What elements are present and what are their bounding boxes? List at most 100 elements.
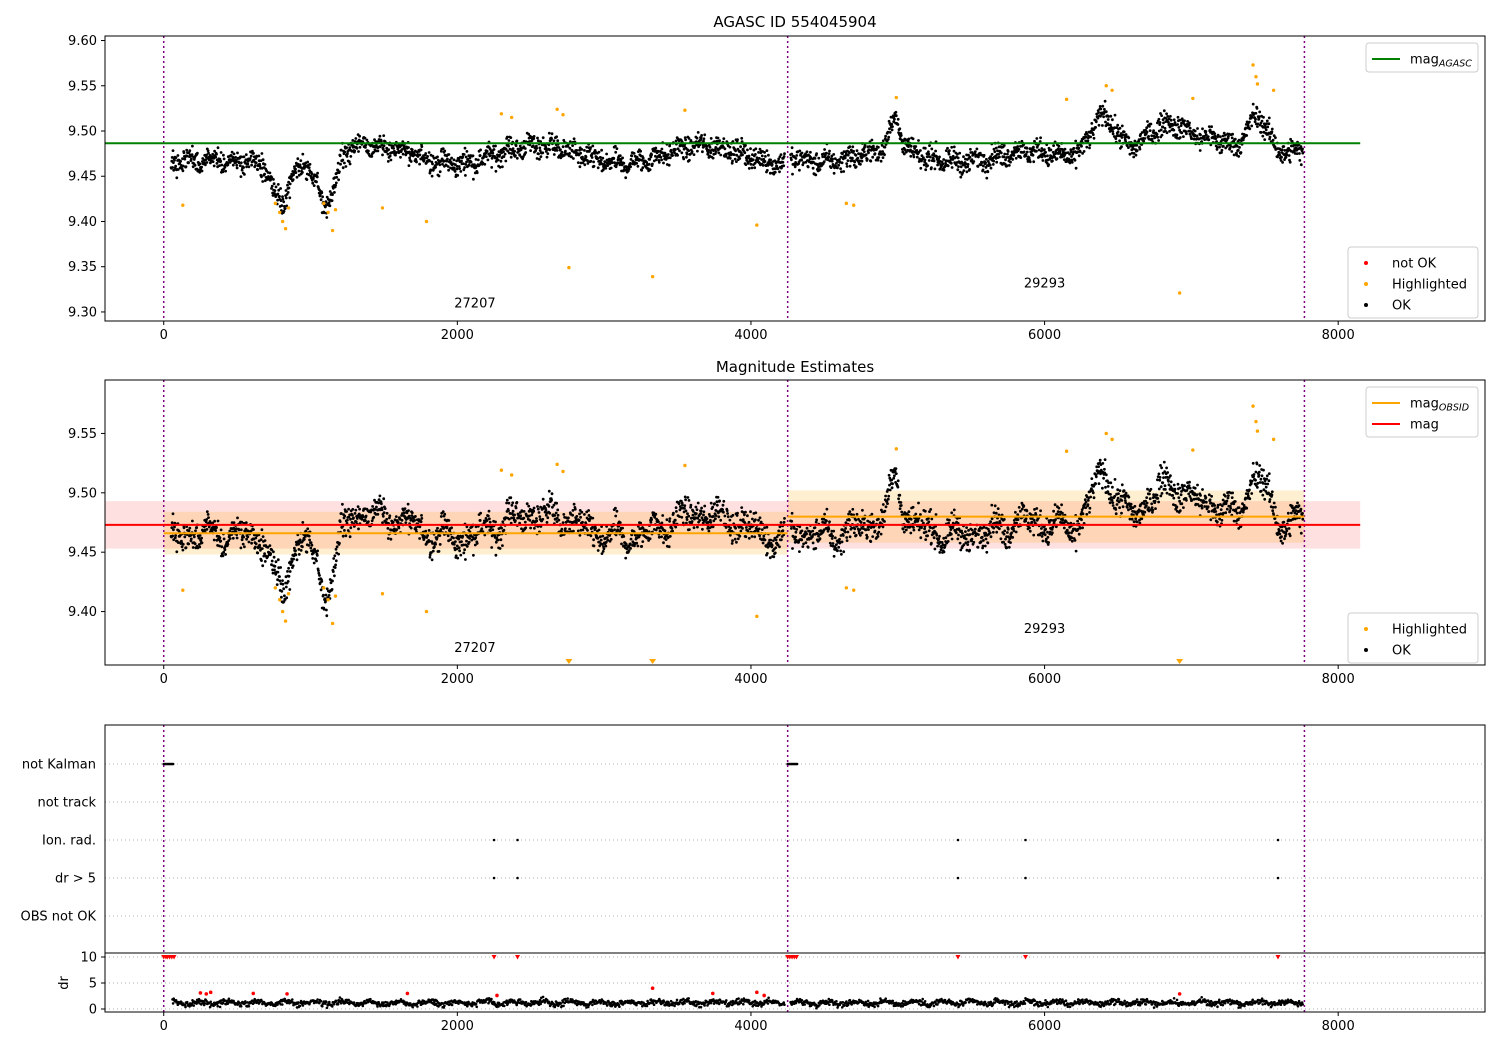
ok-point	[336, 161, 340, 165]
ok-point	[997, 152, 1000, 156]
ok-point	[502, 150, 505, 154]
ok-point	[1196, 127, 1199, 130]
ok-point	[1086, 139, 1090, 143]
ok-point	[700, 506, 703, 510]
ok-point	[539, 155, 543, 159]
ok-point	[731, 159, 734, 163]
p1-bottom-legend-label: OK	[1392, 299, 1411, 314]
ok-point	[407, 514, 411, 518]
ok-point	[305, 178, 309, 182]
ok-point	[860, 159, 864, 163]
ok-point	[479, 148, 482, 152]
ok-point	[738, 534, 742, 538]
ok-point	[1132, 147, 1135, 151]
ok-point	[724, 155, 728, 158]
ok-point	[175, 176, 179, 180]
ok-point	[668, 519, 671, 523]
ok-point	[815, 518, 818, 522]
ok-point	[739, 151, 743, 155]
ok-point	[844, 521, 848, 525]
ok-point	[714, 514, 718, 517]
ok-point	[503, 152, 507, 156]
ok-point	[331, 579, 334, 583]
ok-point	[498, 547, 502, 550]
ok-point	[854, 165, 858, 169]
ok-point	[844, 527, 847, 530]
ok-point	[369, 510, 373, 514]
ok-point	[850, 159, 854, 163]
ok-point	[928, 155, 932, 159]
ok-point	[635, 541, 639, 545]
ok-point	[775, 535, 779, 539]
ok-point	[832, 529, 836, 533]
ok-point	[591, 152, 594, 155]
ok-point	[886, 130, 890, 134]
ok-point	[777, 529, 781, 533]
ok-point	[1145, 130, 1149, 134]
ok-point	[806, 545, 810, 549]
ok-point	[853, 160, 857, 164]
ok-point	[798, 149, 802, 153]
ok-point	[228, 529, 232, 533]
ok-point	[1032, 145, 1035, 149]
ok-point	[1175, 133, 1179, 137]
ok-point	[1090, 122, 1094, 125]
ok-point	[735, 514, 739, 517]
ok-point	[759, 520, 763, 524]
ok-point	[1057, 144, 1061, 148]
ok-point	[783, 517, 786, 520]
ok-point	[1017, 147, 1021, 151]
ok-point	[660, 147, 664, 151]
ok-point	[823, 512, 826, 516]
ok-point	[598, 544, 602, 548]
ok-point	[915, 149, 919, 152]
ok-point	[1221, 134, 1225, 138]
ok-point	[232, 521, 236, 525]
ok-point	[876, 535, 880, 538]
ok-point	[510, 503, 514, 507]
ok-point	[220, 163, 224, 167]
ok-point	[966, 163, 970, 166]
ok-point	[318, 574, 321, 577]
ok-point	[878, 150, 882, 154]
ok-point	[465, 150, 469, 153]
ok-point	[805, 150, 809, 154]
ok-point	[348, 162, 352, 166]
ok-point	[887, 473, 891, 477]
ok-point	[472, 177, 475, 181]
ok-point	[587, 509, 590, 512]
ok-point	[714, 146, 718, 149]
ok-point	[1261, 125, 1265, 129]
ok-point	[183, 157, 187, 161]
ok-point	[1024, 153, 1028, 156]
ok-point	[501, 520, 505, 524]
ok-point	[1281, 161, 1284, 164]
ok-point	[215, 526, 218, 529]
ok-point	[347, 507, 350, 511]
ok-point	[1264, 126, 1267, 130]
ok-point	[649, 155, 653, 159]
ok-point	[544, 513, 548, 517]
ok-point	[972, 160, 976, 163]
ok-point	[404, 521, 408, 524]
ok-point	[185, 525, 189, 528]
ok-point	[427, 151, 431, 154]
ok-point	[613, 161, 616, 165]
ok-point	[393, 518, 397, 522]
ok-point	[348, 535, 352, 539]
ok-point	[180, 545, 184, 549]
ok-point	[517, 513, 520, 517]
ok-point	[296, 157, 300, 161]
ok-point	[310, 172, 314, 176]
ok-point	[1237, 155, 1241, 158]
ok-point	[449, 538, 452, 541]
ok-point	[461, 534, 465, 538]
ok-point	[479, 511, 482, 515]
ok-point	[596, 549, 600, 552]
ok-point	[292, 173, 295, 177]
ok-point	[377, 498, 381, 502]
ok-point	[899, 134, 903, 137]
ok-point	[286, 183, 289, 187]
ok-point	[1235, 144, 1239, 148]
ok-point	[1013, 148, 1017, 152]
